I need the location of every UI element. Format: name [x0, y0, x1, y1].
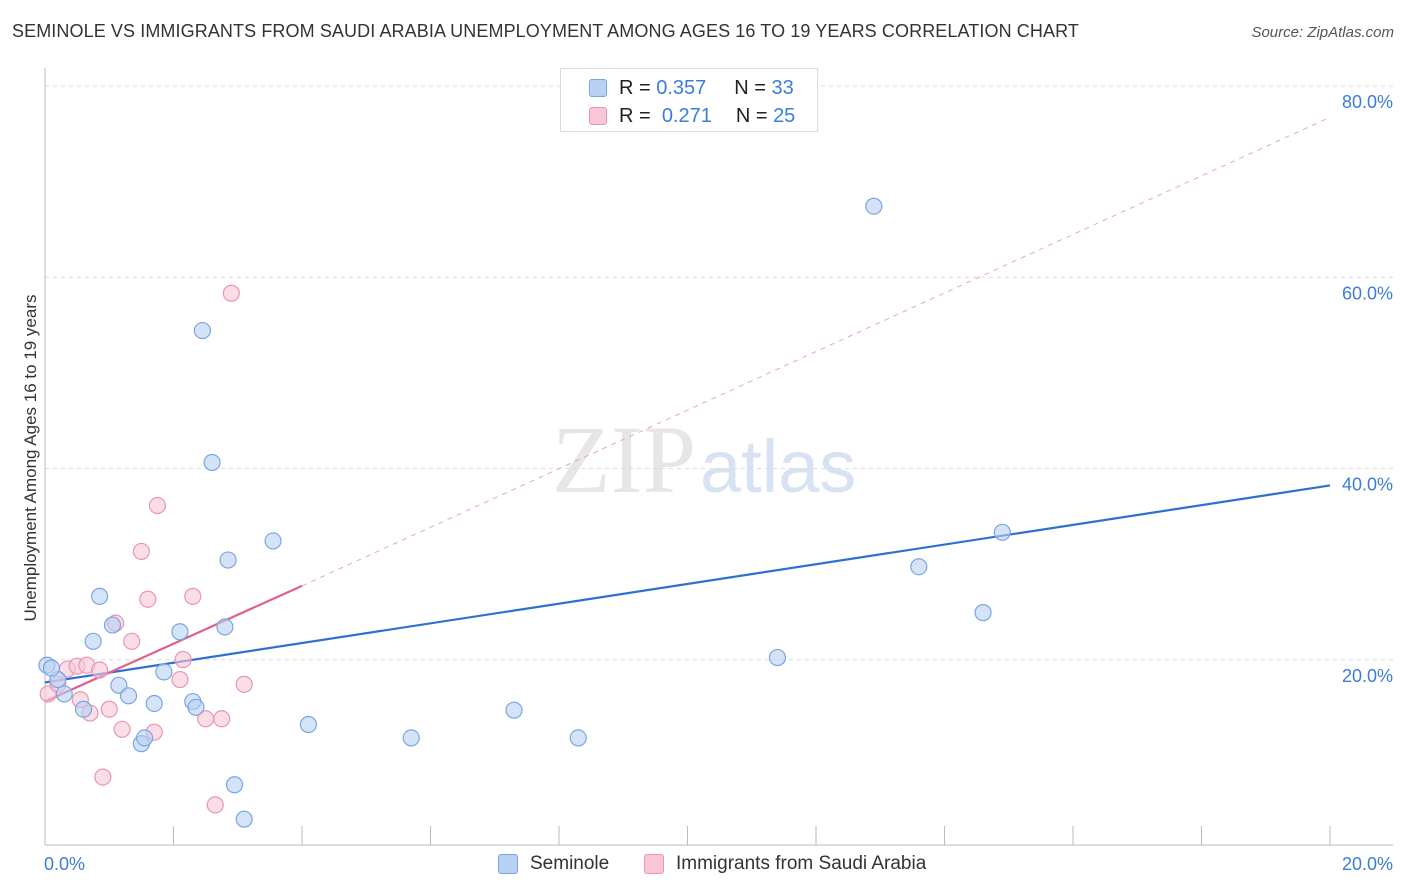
seminole-legend-swatch — [498, 854, 518, 874]
seminole-point — [55, 685, 73, 703]
seminole-r-value: 0.357 — [656, 76, 707, 99]
seminole-point — [505, 701, 523, 719]
axes — [44, 68, 1393, 846]
seminole-legend-label: Seminole — [530, 853, 610, 874]
saudi-point — [235, 675, 253, 693]
watermark-atlas: atlas — [700, 425, 857, 508]
saudi-trend-line — [44, 584, 303, 703]
tick-labels: 20.0% 40.0% 60.0% 80.0% 0.0% 20.0% — [44, 92, 1393, 874]
grid-lines — [45, 85, 1393, 661]
saudi-point — [148, 496, 167, 515]
correlation-legend: R = 0.357 N = 33 R = 0.271 N = 25 — [560, 68, 818, 132]
saudi-point — [222, 284, 240, 302]
legend-n-label: N = — [735, 104, 768, 127]
seminole-trend-line — [44, 484, 1331, 684]
y-tick-label: 40.0% — [1342, 475, 1393, 495]
seminole-point — [993, 523, 1011, 541]
saudi-legend-label: Immigrants from Saudi Arabia — [676, 853, 927, 874]
saudi-point — [213, 710, 231, 728]
seminole-point — [225, 776, 244, 794]
seminole-point — [264, 532, 282, 550]
legend-item-seminole: Seminole — [498, 852, 609, 876]
seminole-point — [910, 558, 928, 576]
y-tick-label: 80.0% — [1342, 92, 1393, 112]
seminole-point — [110, 676, 128, 694]
y-axis-label: Unemployment Among Ages 16 to 19 years — [21, 295, 40, 622]
seminole-point — [569, 729, 587, 747]
seminole-point — [187, 698, 205, 716]
series-legend: Seminole Immigrants from Saudi Arabia — [0, 852, 1406, 876]
seminole-point — [974, 604, 992, 622]
seminole-point — [203, 453, 221, 472]
saudi-point — [139, 590, 157, 608]
x-tick-label: 0.0% — [44, 854, 85, 874]
seminole-point — [145, 694, 163, 713]
seminole-point — [402, 729, 420, 747]
saudi-point — [100, 700, 118, 718]
source-label: Source: ZipAtlas.com — [1251, 24, 1394, 41]
y-tick-label: 60.0% — [1342, 283, 1393, 303]
legend-item-saudi: Immigrants from Saudi Arabia — [644, 852, 926, 876]
seminole-point — [865, 197, 883, 215]
seminole-point — [42, 659, 61, 677]
seminole-point — [216, 618, 234, 636]
saudi-point — [206, 796, 224, 814]
seminole-point — [91, 587, 109, 605]
legend-row-saudi: R = 0.271 N = 25 — [589, 103, 795, 129]
saudi-point — [174, 650, 192, 669]
zipatlas-watermark: ZIPatlas — [552, 404, 856, 515]
saudi-swatch — [589, 107, 607, 125]
seminole-point — [235, 810, 253, 828]
x-tick-label: 20.0% — [1342, 854, 1393, 874]
saudi-point — [132, 542, 150, 561]
chart-title: SEMINOLE VS IMMIGRANTS FROM SAUDI ARABIA… — [12, 21, 1079, 41]
seminole-swatch — [589, 79, 607, 97]
trend-lines — [44, 116, 1331, 703]
seminole-point — [768, 648, 787, 667]
seminole-point — [193, 321, 212, 340]
saudi-trend-extension — [301, 116, 1331, 587]
seminole-point — [299, 715, 318, 734]
seminole-point — [155, 663, 173, 681]
legend-r-label: R = — [619, 76, 651, 99]
seminole-n-value: 33 — [771, 76, 794, 99]
legend-row-seminole: R = 0.357 N = 33 — [589, 75, 794, 101]
saudi-point — [113, 720, 131, 738]
saudi-point — [184, 587, 202, 605]
watermark-zip: ZIP — [552, 406, 696, 513]
saudi-r-value: 0.271 — [661, 104, 712, 127]
saudi-legend-swatch — [644, 854, 664, 874]
seminole-point — [135, 729, 154, 747]
seminole-point — [84, 632, 102, 650]
seminole-point — [119, 687, 138, 705]
saudi-n-value: 25 — [773, 104, 796, 127]
saudi-point — [94, 768, 112, 786]
legend-r-label: R = — [619, 104, 651, 127]
seminole-point — [103, 616, 122, 634]
seminole-point — [74, 700, 93, 718]
seminole-point — [171, 623, 189, 641]
seminole-point — [219, 551, 237, 569]
data-points — [38, 197, 1011, 828]
y-tick-label: 20.0% — [1342, 666, 1393, 686]
saudi-point — [123, 632, 141, 650]
legend-n-label: N = — [734, 76, 766, 99]
saudi-point — [171, 670, 189, 689]
saudi-point — [91, 661, 109, 679]
